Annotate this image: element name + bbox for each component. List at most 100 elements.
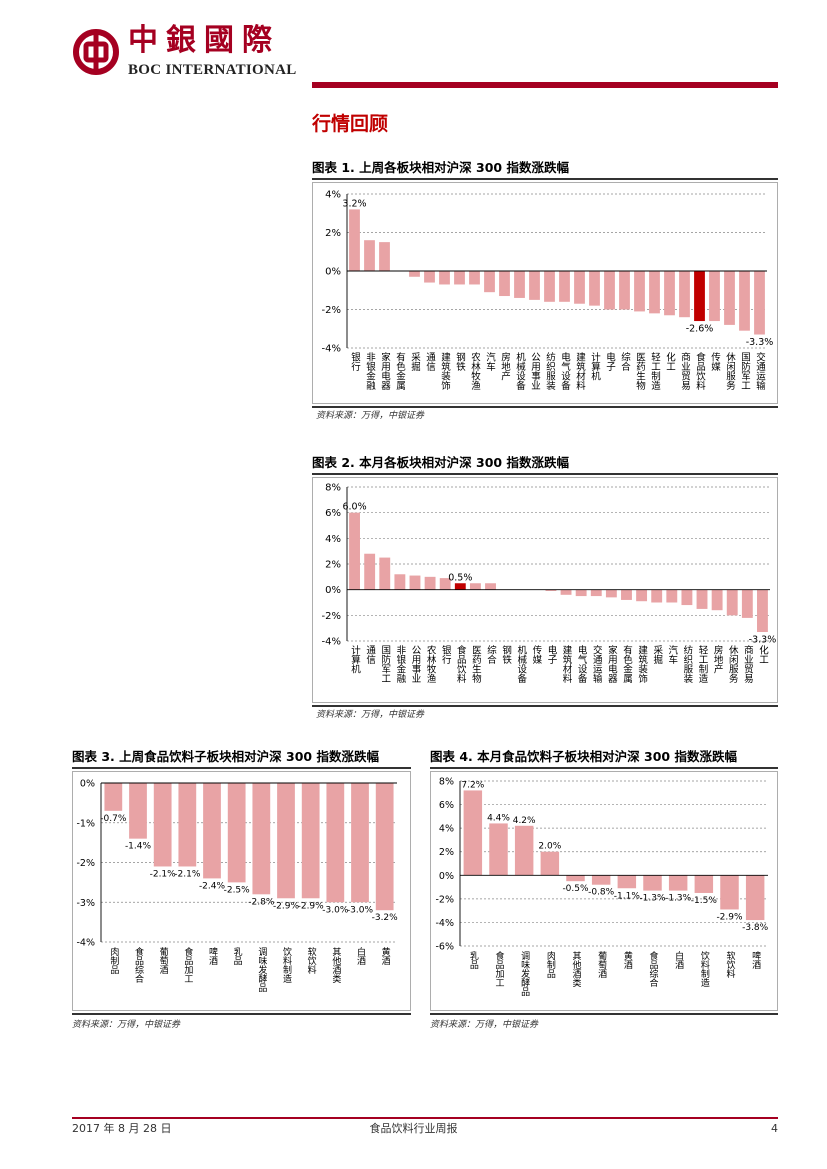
bar <box>590 589 602 597</box>
bar <box>104 783 123 811</box>
bar <box>709 271 720 322</box>
data-label: -1.5% <box>691 896 718 906</box>
bar <box>621 589 632 600</box>
category-label: 机械设备 <box>515 644 527 684</box>
bar <box>463 790 483 876</box>
bar <box>696 589 708 609</box>
category-label: 纺织服装 <box>681 644 693 684</box>
y-tick-label: 0% <box>80 779 95 790</box>
category-label: 通信 <box>364 645 376 665</box>
bar <box>726 589 738 616</box>
category-label: 白酒 <box>673 950 684 970</box>
bar <box>651 589 663 603</box>
bar <box>559 271 570 302</box>
data-label: -2.4% <box>199 881 226 891</box>
bar <box>489 823 508 876</box>
category-label: 软饮料 <box>306 946 317 975</box>
bar <box>617 875 637 889</box>
category-label: 肉制品 <box>108 946 119 975</box>
bar <box>566 875 585 882</box>
bar <box>741 589 753 618</box>
category-label: 啤酒 <box>750 950 761 970</box>
figure-4-source: 资料来源：万得，中银证券 <box>430 1020 539 1030</box>
bar <box>351 783 369 903</box>
data-label: -2.9% <box>298 901 325 911</box>
category-label: 食品饮料 <box>694 351 706 391</box>
category-label: 其他酒类 <box>571 951 582 988</box>
bar <box>694 271 705 322</box>
logo-english-name: BOC INTERNATIONAL <box>128 62 297 78</box>
bar <box>540 851 560 876</box>
data-label: -1.1% <box>614 891 641 901</box>
bar <box>694 875 714 893</box>
figure-3-chart: 0%-1%-2%-3%-4%-0.7%-1.4%-2.1%-2.1%-2.4%-… <box>72 771 411 1011</box>
bar <box>203 783 221 879</box>
y-tick-label: -2% <box>436 894 455 905</box>
data-label: -2.8% <box>248 897 275 907</box>
bar <box>439 271 450 285</box>
bar <box>277 783 295 899</box>
footer-page-number: 4 <box>771 1122 778 1135</box>
category-label: 休闲服务 <box>727 644 739 684</box>
category-label: 饮料制造 <box>699 950 710 988</box>
category-label: 休闲服务 <box>724 351 736 391</box>
y-tick-label: 4% <box>439 824 454 835</box>
figure-2-rule-bottom <box>312 705 778 707</box>
category-label: 采掘 <box>651 645 663 665</box>
bar <box>349 512 360 590</box>
bar <box>514 825 534 876</box>
bar <box>349 209 360 271</box>
data-label: -0.7% <box>100 814 127 824</box>
category-label: 化工 <box>664 351 676 371</box>
y-tick-label: -2% <box>77 858 96 869</box>
y-tick-label: -4% <box>436 918 455 929</box>
bar <box>484 271 495 293</box>
category-label: 银行 <box>440 644 452 665</box>
category-label: 房地产 <box>499 351 511 381</box>
chart-frame <box>312 477 778 703</box>
figure-3-rule <box>72 767 411 769</box>
category-label: 电子 <box>604 351 616 371</box>
bar <box>364 240 375 271</box>
category-label: 银行 <box>349 351 361 372</box>
bar <box>409 575 421 590</box>
figure-2-chart: 8% 6% 4% 2% 0% -2% -4% 6.0% 0.5% -3.3% 计算机 通信 国防军工 非银… <box>312 477 778 703</box>
category-label: 化工 <box>757 644 769 664</box>
data-label: 4.2% <box>513 816 536 826</box>
bar <box>604 271 615 310</box>
bar <box>560 589 572 595</box>
y-tick-label: -1% <box>77 818 96 829</box>
bar <box>754 271 765 335</box>
category-label: 国防军工 <box>739 352 751 390</box>
footer-date: 2017 年 8 月 28 日 <box>72 1122 172 1135</box>
category-label: 汽车 <box>666 644 678 665</box>
figure-2-source: 资料来源：万得，中银证券 <box>316 710 425 720</box>
bar <box>574 271 585 304</box>
bar <box>679 271 690 318</box>
category-label: 调味发酵品 <box>256 947 267 993</box>
logo-chinese-name: 中銀國際 <box>128 23 280 58</box>
category-label: 建筑装饰 <box>636 644 648 684</box>
bar <box>379 557 391 590</box>
figure-4-rule <box>430 767 778 769</box>
y-tick-label: 6% <box>325 508 341 519</box>
category-label: 其他酒类 <box>330 947 341 984</box>
y-tick-label: 6% <box>439 800 454 811</box>
figure-2-title: 图表 2. 本月各板块相对沪深 300 指数涨跌幅 <box>312 455 569 470</box>
data-label: -2.9% <box>273 901 300 911</box>
category-label: 综合 <box>485 644 497 665</box>
category-label: 啤酒 <box>207 946 218 966</box>
y-tick-label: 2% <box>439 847 454 858</box>
data-label: -0.8% <box>588 888 615 898</box>
y-tick-label: -2% <box>322 305 341 316</box>
data-label: -2.5% <box>224 885 251 895</box>
data-label: -1.4% <box>125 842 152 852</box>
chart-frame <box>430 771 778 1011</box>
data-label: -2.9% <box>716 912 743 922</box>
category-label: 乳品 <box>232 946 243 966</box>
data-label: -2.1% <box>174 869 201 879</box>
bar <box>739 271 750 331</box>
bar <box>439 578 451 590</box>
bar <box>544 271 555 302</box>
chart-frame <box>312 182 778 404</box>
